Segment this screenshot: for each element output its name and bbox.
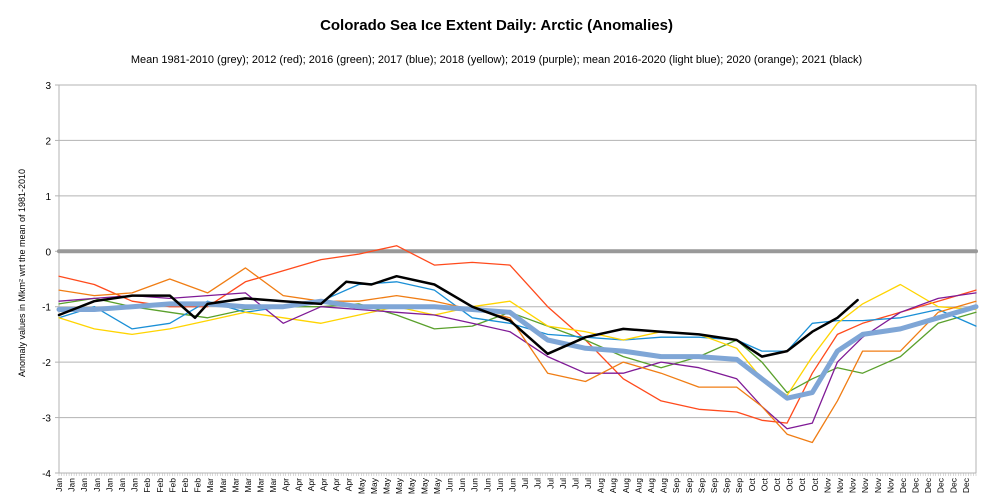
x-tick-label: Feb [167, 478, 177, 493]
y-tick-label: -3 [42, 414, 51, 425]
x-tick-label: Nov [860, 477, 870, 493]
x-tick-label: Feb [142, 478, 152, 493]
x-tick-label: Feb [180, 478, 190, 493]
x-tick-label: Sep [722, 478, 732, 493]
x-tick-label: Jun [470, 478, 480, 492]
x-tick-label: Oct [759, 477, 769, 491]
x-tick-label: May [356, 477, 366, 494]
x-tick-label: Apr [319, 478, 329, 491]
series-line-2021 [57, 274, 859, 358]
chart-title: Colorado Sea Ice Extent Daily: Arctic (A… [320, 17, 673, 34]
x-tick-label: Sep [734, 478, 744, 493]
x-tick-label: Mar [230, 478, 240, 493]
x-tick-label: Apr [344, 478, 354, 491]
y-tick-label: -1 [42, 303, 51, 314]
x-tick-label: Mar [256, 478, 266, 493]
series-line-2018 [58, 283, 977, 397]
x-tick-label: Dec [936, 477, 946, 493]
y-tick-label: 1 [45, 192, 51, 203]
x-tick-label: Dec [948, 477, 958, 493]
y-tick-label: 3 [45, 81, 51, 92]
x-tick-label: Nov [835, 477, 845, 493]
x-tick-label: Jan [104, 478, 114, 492]
x-tick-label: Apr [293, 478, 303, 491]
series-line-2012 [58, 245, 977, 424]
x-tick-label: Nov [873, 477, 883, 493]
x-tick-label: Oct [772, 477, 782, 491]
x-tick-label: May [394, 477, 404, 494]
y-tick-label: 2 [45, 136, 51, 147]
x-tick-label: Jul [520, 478, 530, 489]
x-tick-label: Aug [608, 478, 618, 493]
x-tick-label: Aug [596, 478, 606, 493]
x-tick-label: Feb [193, 478, 203, 493]
x-tick-label: Apr [331, 478, 341, 491]
x-tick-label: Mar [243, 478, 253, 493]
x-tick-label: Oct [810, 477, 820, 491]
x-tick-label: Dec [898, 477, 908, 493]
series-line-2020 [58, 267, 977, 444]
x-tick-label: May [419, 477, 429, 494]
x-tick-label: Aug [621, 478, 631, 493]
x-tick-label: Sep [684, 478, 694, 493]
x-tick-label: Sep [696, 478, 706, 493]
x-tick-label: Jan [79, 478, 89, 492]
x-tick-label: Aug [633, 478, 643, 493]
x-tick-label: Nov [885, 477, 895, 493]
x-tick-label: Oct [747, 477, 757, 491]
x-tick-label: Jan [67, 478, 77, 492]
x-tick-label: Mar [268, 478, 278, 493]
x-tick-label: Sep [671, 478, 681, 493]
chart-subtitle: Mean 1981-2010 (grey); 2012 (red); 2016 … [130, 54, 863, 66]
series-line-2016 [58, 297, 977, 394]
x-tick-label: Apr [281, 478, 291, 491]
x-tick-label: Dec [961, 477, 971, 493]
x-tick-label: Jul [570, 478, 580, 489]
series-line-mean-2016-2020 [56, 298, 979, 401]
y-tick-label: -2 [42, 358, 51, 369]
x-tick-label: Nov [848, 477, 858, 493]
x-tick-label: Apr [306, 478, 316, 491]
x-tick-label: May [382, 477, 392, 494]
x-tick-label: Jun [507, 478, 517, 492]
x-tick-label: Jan [92, 478, 102, 492]
x-tick-label: Dec [911, 477, 921, 493]
x-tick-label: Dec [923, 477, 933, 493]
x-tick-label: Oct [797, 477, 807, 491]
x-tick-label: May [432, 477, 442, 494]
x-tick-label: Sep [709, 478, 719, 493]
y-tick-label: 0 [45, 247, 51, 258]
x-tick-label: Jul [583, 478, 593, 489]
x-tick-label: Feb [155, 478, 165, 493]
x-tick-label: Jan [54, 478, 64, 492]
x-tick-label: Mar [205, 478, 215, 493]
x-tick-label: Jul [533, 478, 543, 489]
x-tick-label: Mar [218, 478, 228, 493]
x-tick-label: Jun [482, 478, 492, 492]
x-tick-label: Aug [659, 478, 669, 493]
x-tick-label: Jan [130, 478, 140, 492]
x-tick-label: Aug [646, 478, 656, 493]
x-tick-label: May [407, 477, 417, 494]
x-tick-label: Jul [545, 478, 555, 489]
x-tick-label: Jun [495, 478, 505, 492]
x-tick-label: May [369, 477, 379, 494]
x-tick-label: Nov [822, 477, 832, 493]
series-line-2019 [58, 292, 977, 430]
x-tick-label: Jun [444, 478, 454, 492]
x-tick-label: Jun [457, 478, 467, 492]
y-tick-label: -4 [42, 469, 51, 480]
x-tick-label: Jan [117, 478, 127, 492]
x-tick-label: Jul [558, 478, 568, 489]
x-tick-label: Oct [785, 477, 795, 491]
